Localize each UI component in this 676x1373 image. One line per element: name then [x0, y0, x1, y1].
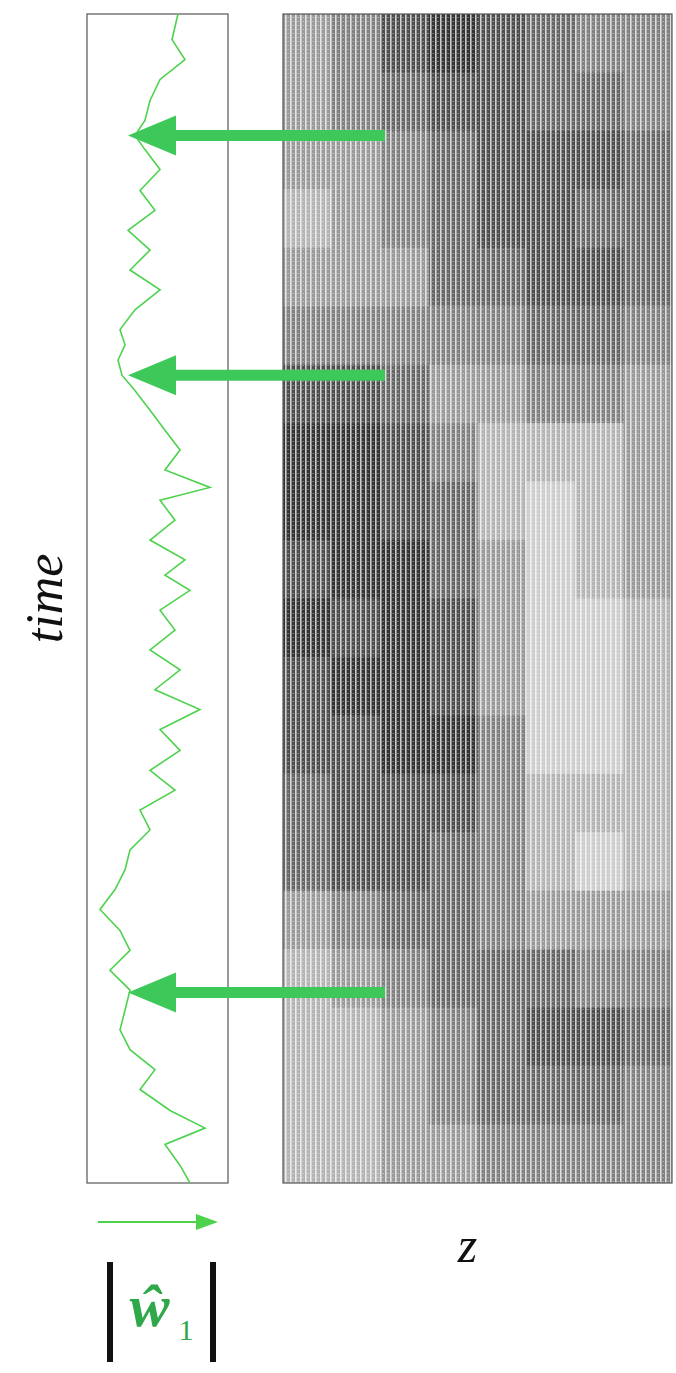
arrow-head — [128, 355, 176, 395]
plot-frame — [87, 14, 228, 1183]
x-axis-title: z — [457, 1217, 477, 1273]
arrow-head — [128, 116, 176, 156]
figure: time ŵ1 z — [0, 0, 676, 1373]
arrow-shaft — [170, 370, 385, 381]
annotation-arrow — [128, 116, 385, 156]
x-axis-title: ŵ — [129, 1273, 170, 1339]
abs-bar — [107, 1262, 113, 1362]
annotation-arrow — [128, 355, 385, 395]
data-line — [100, 14, 210, 1183]
x-axis-title-subscript: 1 — [179, 1313, 194, 1346]
axis-direction-arrow — [98, 1221, 200, 1223]
y-axis-title: time — [16, 554, 73, 644]
texture — [283, 14, 672, 1183]
plot-area — [100, 14, 210, 1183]
annotation-arrow — [128, 972, 385, 1012]
plot-area — [283, 14, 672, 1183]
plot-frame — [283, 14, 672, 1183]
arrow-head — [128, 972, 176, 1012]
arrow-shaft — [170, 987, 385, 998]
arrow-shaft — [170, 130, 385, 141]
annotation-arrows — [128, 116, 385, 1013]
axis-direction-arrowhead — [196, 1214, 218, 1230]
abs-bar — [210, 1262, 216, 1362]
